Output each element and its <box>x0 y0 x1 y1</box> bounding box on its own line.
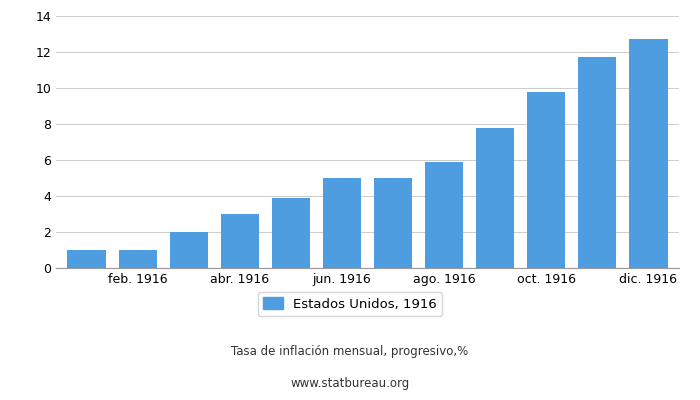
Bar <box>323 178 361 268</box>
Bar <box>169 232 208 268</box>
Bar <box>118 250 157 268</box>
Bar <box>67 250 106 268</box>
Bar <box>527 92 566 268</box>
Bar <box>272 198 310 268</box>
Bar <box>374 178 412 268</box>
Text: www.statbureau.org: www.statbureau.org <box>290 378 410 390</box>
Bar <box>476 128 514 268</box>
Bar <box>220 214 259 268</box>
Bar <box>578 57 617 268</box>
Bar <box>629 39 668 268</box>
Text: Tasa de inflación mensual, progresivo,%: Tasa de inflación mensual, progresivo,% <box>232 346 468 358</box>
Bar <box>425 162 463 268</box>
Legend: Estados Unidos, 1916: Estados Unidos, 1916 <box>258 292 442 316</box>
